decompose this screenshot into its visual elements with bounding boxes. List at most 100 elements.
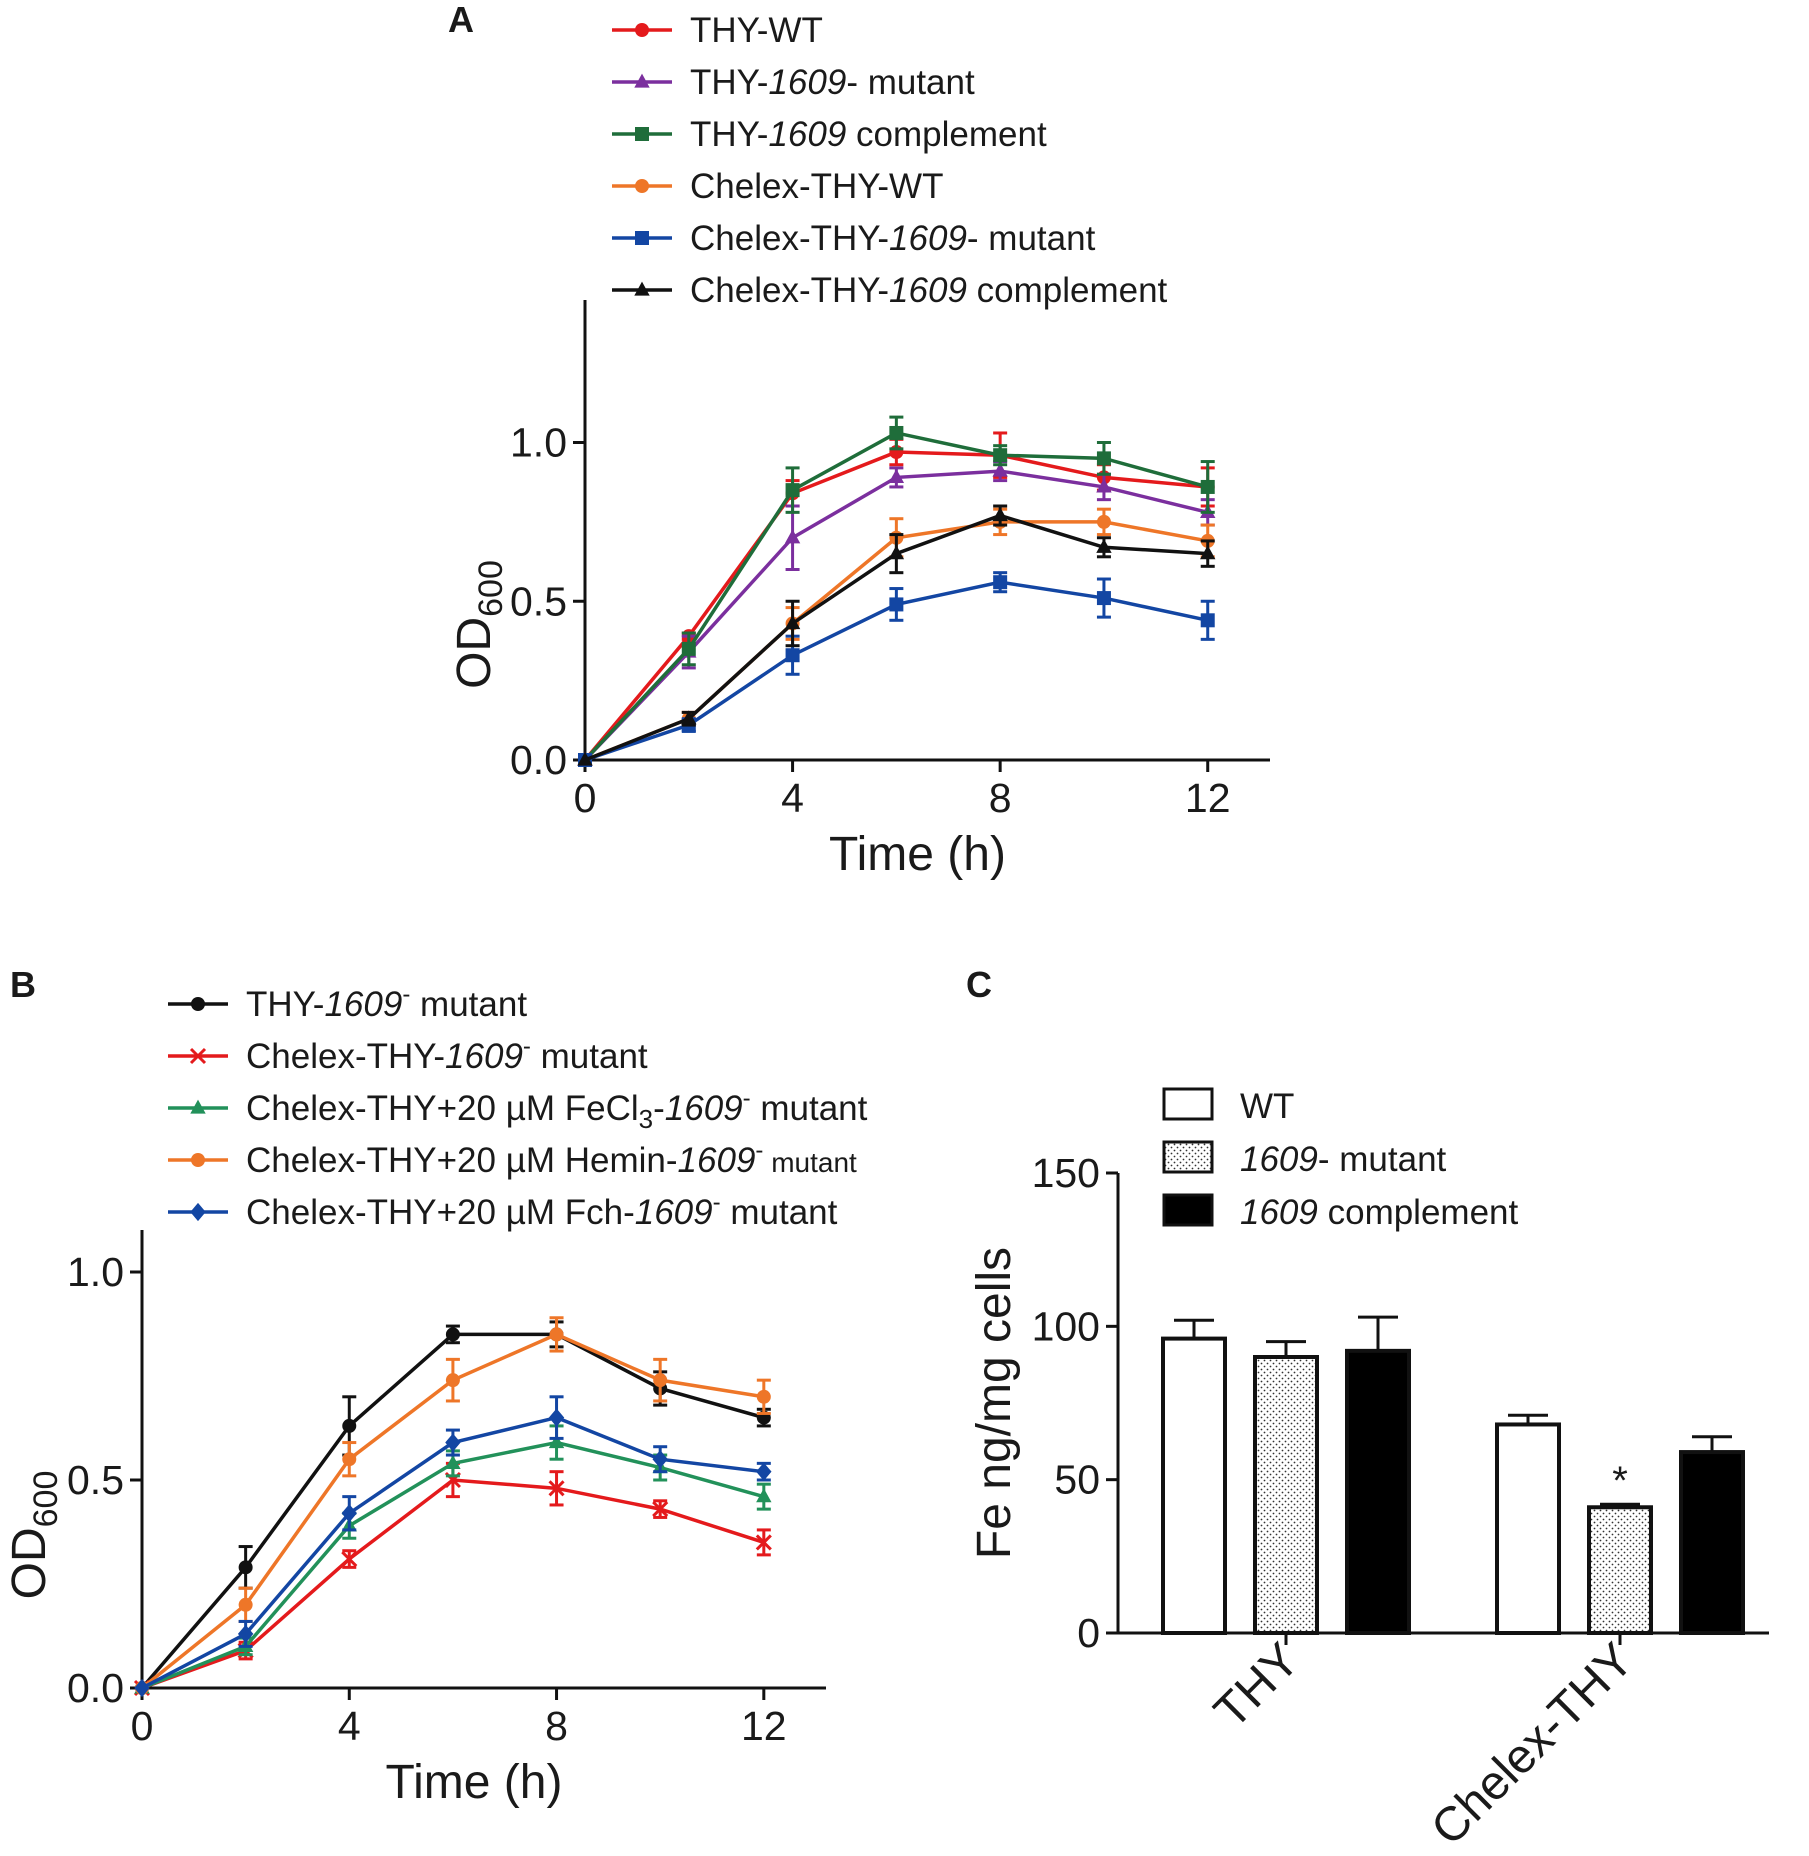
data-point bbox=[889, 425, 904, 440]
bar bbox=[1253, 1355, 1319, 1635]
x-tick-label: 12 bbox=[741, 1703, 787, 1749]
legend-label: Chelex-THY-1609- mutant bbox=[246, 1033, 648, 1076]
legend-label-superscript: - bbox=[402, 981, 410, 1008]
legend-item-3: Chelex-THY-WT bbox=[612, 167, 943, 206]
y-axis-title-subscript: 600 bbox=[472, 560, 510, 617]
legend-label-text: mutant bbox=[531, 1037, 648, 1076]
legend-label-text: - mutant bbox=[846, 63, 975, 102]
legend-swatch bbox=[1162, 1140, 1214, 1174]
panel-letter: B bbox=[10, 964, 36, 1005]
legend-label-italic: 1609 bbox=[324, 985, 402, 1024]
legend-item-4: Chelex-THY+20 µM Fch-1609- mutant bbox=[168, 1189, 838, 1232]
data-point bbox=[237, 1624, 254, 1644]
bar bbox=[1345, 1348, 1411, 1636]
data-point bbox=[445, 1433, 461, 1452]
legend-label-text: THY- bbox=[246, 985, 324, 1024]
data-point bbox=[993, 575, 1008, 590]
legend-label-text: Chelex-THY+20 µM Hemin- bbox=[246, 1141, 678, 1180]
legend-label: 1609- mutant bbox=[1240, 1140, 1447, 1179]
series-2 bbox=[134, 1424, 772, 1694]
data-point bbox=[548, 1408, 565, 1427]
legend-label-text: mutant bbox=[721, 1193, 838, 1232]
data-point bbox=[548, 1434, 565, 1449]
data-point bbox=[756, 1488, 772, 1503]
x-tick-label: 0 bbox=[574, 775, 597, 821]
data-point bbox=[888, 469, 905, 484]
legend-label: Chelex-THY+20 µM Fch-1609- mutant bbox=[246, 1189, 838, 1232]
legend-label-italic: 1609 bbox=[665, 1089, 743, 1128]
y-tick-label: 0.0 bbox=[67, 1665, 124, 1711]
bar bbox=[1679, 1450, 1745, 1635]
legend-marker bbox=[635, 231, 649, 245]
legend-item-4: Chelex-THY-1609- mutant bbox=[612, 219, 1096, 258]
data-point bbox=[681, 641, 696, 656]
bar bbox=[1161, 1336, 1227, 1635]
data-point bbox=[993, 448, 1008, 463]
legend-label-text: Chelex-THY+20 µM FeCl bbox=[246, 1089, 639, 1128]
data-point bbox=[549, 1327, 564, 1342]
legend-item-1: THY-1609- mutant bbox=[612, 63, 975, 102]
data-point bbox=[134, 1678, 150, 1698]
legend-swatch bbox=[1162, 1193, 1214, 1227]
data-point bbox=[445, 1327, 460, 1342]
legend-label-italic: 1609 bbox=[889, 271, 967, 310]
legend-item-1: 1609- mutant bbox=[1162, 1140, 1447, 1179]
data-point bbox=[784, 529, 801, 544]
data-point bbox=[889, 597, 904, 612]
y-tick-label: 0.5 bbox=[510, 578, 567, 624]
legend-label-italic: 1609 bbox=[635, 1193, 713, 1232]
legend-label-italic: 1609 bbox=[445, 1037, 523, 1076]
series-2 bbox=[578, 415, 1215, 767]
series-3 bbox=[135, 1316, 771, 1695]
legend-item-0: THY-WT bbox=[612, 11, 823, 50]
legend-marker bbox=[635, 23, 649, 37]
legend-marker bbox=[191, 997, 205, 1011]
legend-label-subscript: 3 bbox=[639, 1104, 653, 1134]
legend-label-text: THY- bbox=[690, 63, 768, 102]
legend-item-5: Chelex-THY-1609 complement bbox=[612, 271, 1168, 310]
legend-marker bbox=[189, 1047, 207, 1065]
legend-label: Chelex-THY-WT bbox=[690, 167, 943, 206]
legend-label-italic: 1609 bbox=[889, 219, 967, 258]
data-point bbox=[755, 1534, 772, 1551]
data-point bbox=[992, 507, 1008, 522]
legend-item-3: Chelex-THY+20 µM Hemin-1609- mutant bbox=[168, 1137, 857, 1180]
legend-label-text: mutant bbox=[410, 985, 527, 1024]
data-point bbox=[756, 1389, 771, 1404]
data-point bbox=[652, 1450, 668, 1469]
legend-label: THY-1609- mutant bbox=[246, 981, 527, 1024]
data-point bbox=[342, 1418, 357, 1433]
y-tick-label: 50 bbox=[1054, 1457, 1100, 1503]
data-point bbox=[1096, 478, 1112, 493]
legend-marker bbox=[190, 1202, 206, 1222]
legend-label-italic: 1609 bbox=[768, 115, 846, 154]
legend-label-text: complement bbox=[846, 115, 1047, 154]
legend-item-0: THY-1609- mutant bbox=[168, 981, 527, 1024]
legend-marker bbox=[635, 127, 649, 141]
legend-label-text: THY-WT bbox=[690, 11, 823, 50]
y-tick-label: 0 bbox=[1077, 1610, 1100, 1656]
data-point bbox=[577, 751, 593, 766]
series-1 bbox=[133, 1461, 772, 1697]
panel-letter: A bbox=[448, 0, 474, 40]
data-point bbox=[1096, 538, 1112, 553]
legend-label-text: complement bbox=[1318, 1193, 1519, 1232]
legend-label-text: - bbox=[653, 1089, 665, 1128]
data-point bbox=[238, 1560, 253, 1575]
legend-label-text: mutant bbox=[751, 1089, 868, 1128]
legend-label: Chelex-THY+20 µM FeCl3-1609- mutant bbox=[246, 1085, 868, 1134]
data-point bbox=[341, 1550, 358, 1568]
legend-label: THY-1609 complement bbox=[690, 115, 1047, 154]
legend-label-text: mutant bbox=[763, 1147, 857, 1178]
x-axis-title: Time (h) bbox=[386, 1756, 563, 1809]
legend-marker bbox=[191, 1153, 205, 1167]
x-tick-label: 0 bbox=[131, 1703, 154, 1749]
legend-label-text: complement bbox=[967, 271, 1168, 310]
panel-c: C 0 50 100 150 Fe ng/mg cells THY Chelex-THY * WT… bbox=[966, 964, 1769, 1856]
data-point bbox=[1200, 545, 1216, 560]
data-point bbox=[238, 1597, 253, 1612]
bar bbox=[1495, 1422, 1561, 1636]
y-axis-title-main: OD bbox=[448, 617, 501, 689]
